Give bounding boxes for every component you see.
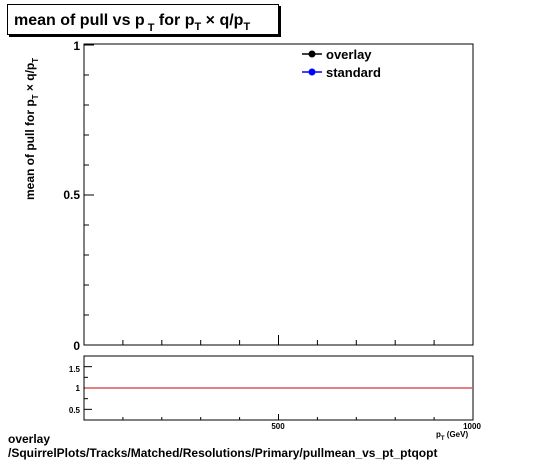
main-y-axis-title: mean of pull for pT × q/pT (23, 58, 40, 200)
legend-overlay-marker (308, 50, 316, 58)
legend-standard-label: standard (326, 65, 381, 80)
ratio-y-tick-label-1: 1 (76, 384, 81, 393)
main-y-tick-label-1: 1 (73, 39, 80, 53)
ratio-y-tick-label-1.5: 1.5 (69, 365, 81, 374)
legend-standard-marker (308, 68, 316, 76)
ratio-y-tick-label-0.5: 0.5 (69, 406, 81, 415)
ratio-x-axis (122, 414, 435, 420)
footer-dataset: overlay (8, 432, 51, 446)
main-x-axis (122, 335, 435, 345)
footer-path: /SquirrelPlots/Tracks/Matched/Resolution… (8, 446, 438, 460)
ratio-x-tick-label-500: 500 (271, 422, 285, 431)
main-y-axis (84, 44, 94, 346)
main-plot-frame (83, 43, 474, 346)
chart-title-box: mean of pull vs p T for pT × q/pT (7, 4, 279, 35)
legend: overlay standard (302, 47, 381, 80)
main-y-tick-label-0.5: 0.5 (63, 188, 80, 202)
ratio-x-tick-label-1000: 1000 (463, 422, 481, 431)
ratio-x-axis-title: pT (GeV) (436, 430, 468, 442)
legend-overlay-label: overlay (326, 47, 372, 62)
chart-title: mean of pull vs p T for pT × q/pT (14, 12, 250, 34)
main-y-tick-label-0: 0 (73, 339, 80, 353)
